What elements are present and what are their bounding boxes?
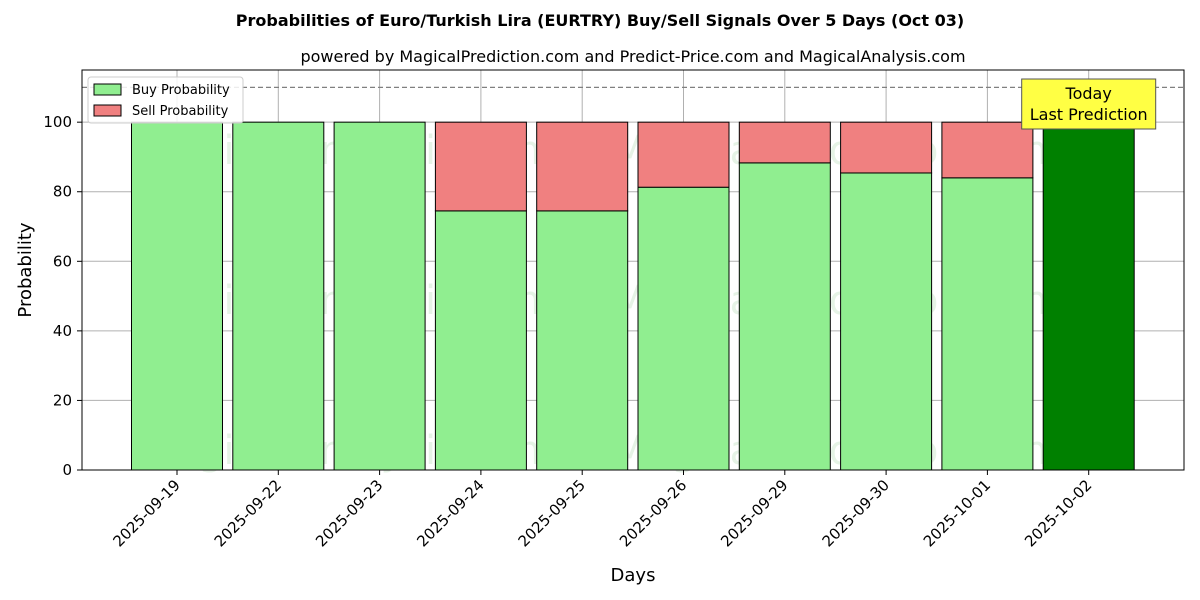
legend-label: Sell Probability: [132, 104, 229, 119]
x-tick-label: 2025-09-19: [109, 476, 183, 550]
y-tick-label: 100: [43, 113, 72, 131]
x-tick-label: 2025-09-30: [819, 476, 893, 550]
buy-bar: [941, 177, 1034, 471]
sell-bar: [738, 121, 831, 164]
x-tick-label: 2025-09-26: [616, 476, 690, 550]
y-tick-label: 20: [53, 391, 72, 409]
annotation-text: Today: [1065, 84, 1112, 103]
x-tick-label: 2025-09-29: [717, 476, 791, 550]
annotation-text: Last Prediction: [1030, 105, 1148, 124]
y-tick-label: 60: [53, 252, 72, 270]
x-tick-label: 2025-09-25: [515, 476, 589, 550]
buy-bar: [1042, 121, 1135, 471]
y-tick-label: 40: [53, 322, 72, 340]
buy-bar: [131, 121, 223, 471]
buy-bar: [333, 121, 426, 471]
sell-bar: [637, 121, 730, 188]
legend-swatch: [93, 83, 122, 96]
legend-swatch: [93, 104, 122, 117]
bars-group: [131, 121, 1135, 471]
chart-subtitle: powered by MagicalPrediction.com and Pre…: [300, 47, 965, 66]
sell-bar: [434, 121, 527, 212]
sell-bar: [840, 121, 933, 174]
buy-bar: [536, 210, 629, 471]
x-tick-label: 2025-09-24: [413, 476, 487, 550]
sell-bar: [536, 121, 629, 212]
x-tick-label: 2025-09-23: [312, 476, 386, 550]
legend-box: [87, 76, 244, 124]
buy-bar: [840, 172, 933, 471]
x-tick-label: 2025-10-01: [920, 476, 994, 550]
buy-bar: [738, 162, 831, 471]
sell-bar: [941, 121, 1034, 179]
y-axis-label: Probability: [15, 222, 36, 317]
legend-label: Buy Probability: [132, 83, 230, 98]
x-tick-label: 2025-10-02: [1021, 476, 1095, 550]
y-tick-label: 80: [53, 183, 72, 201]
buy-bar: [434, 210, 527, 471]
today-annotation: Today Last Prediction: [1021, 78, 1157, 130]
y-tick-label: 0: [62, 461, 72, 479]
x-axis-label: Days: [611, 565, 656, 586]
plot-frame: [81, 69, 1185, 471]
annotation-box: [1021, 78, 1157, 130]
x-tick-label: 2025-09-22: [211, 476, 285, 550]
buy-bar: [637, 186, 730, 471]
chart-title: Probabilities of Euro/Turkish Lira (EURT…: [236, 11, 964, 30]
buy-bar: [232, 121, 325, 471]
legend: Buy Probability Sell Probability: [87, 76, 244, 124]
